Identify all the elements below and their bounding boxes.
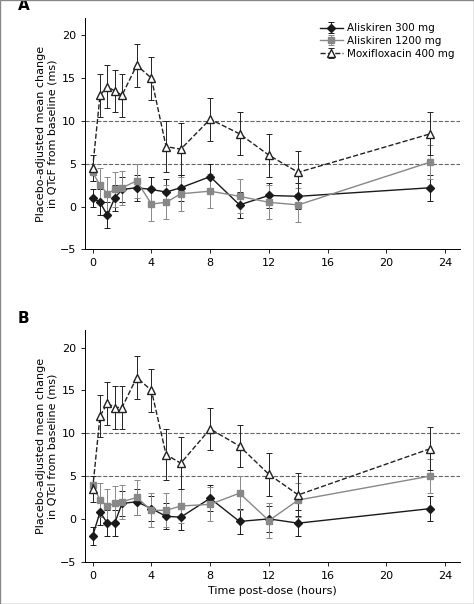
Y-axis label: Placebo-adjusted mean change
in QTcF from baseline (ms): Placebo-adjusted mean change in QTcF fro… <box>36 46 57 222</box>
Text: A: A <box>18 0 30 13</box>
Text: B: B <box>18 311 29 326</box>
X-axis label: Time post-dose (hours): Time post-dose (hours) <box>208 586 337 596</box>
Y-axis label: Placebo-adjusted mean change
in QTcI from baseline (ms): Placebo-adjusted mean change in QTcI fro… <box>36 358 57 534</box>
Legend: Aliskiren 300 mg, Aliskiren 1200 mg, Moxifloxacin 400 mg: Aliskiren 300 mg, Aliskiren 1200 mg, Mox… <box>318 21 456 60</box>
